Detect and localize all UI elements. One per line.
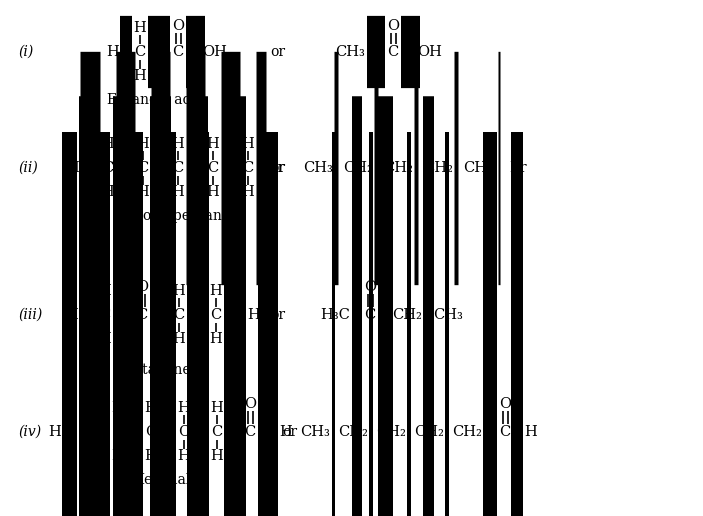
- Text: CH₂: CH₂: [452, 425, 482, 439]
- Text: H: H: [134, 69, 146, 83]
- Text: C: C: [499, 425, 510, 439]
- Text: OH: OH: [418, 45, 442, 59]
- Text: C: C: [245, 425, 256, 439]
- Text: OH: OH: [202, 45, 228, 59]
- Text: CH₂: CH₂: [463, 161, 493, 175]
- Text: H: H: [207, 185, 219, 199]
- Text: or: or: [283, 425, 297, 439]
- Text: C: C: [210, 308, 221, 322]
- Text: CH₂: CH₂: [423, 161, 453, 175]
- Text: H: H: [65, 308, 78, 322]
- Text: H: H: [209, 332, 222, 346]
- Text: H: H: [67, 161, 79, 175]
- Text: H: H: [247, 308, 260, 322]
- Text: H: H: [145, 401, 157, 415]
- Text: or: or: [271, 45, 285, 59]
- Text: Ethanoic acid: Ethanoic acid: [107, 93, 203, 107]
- Text: H: H: [211, 449, 224, 463]
- Text: O: O: [136, 280, 148, 294]
- Text: H₃C: H₃C: [320, 308, 350, 322]
- Text: CH₂: CH₂: [383, 161, 413, 175]
- Text: H: H: [524, 425, 537, 439]
- Text: C: C: [79, 425, 91, 439]
- Text: H: H: [107, 45, 120, 59]
- Text: C: C: [99, 308, 110, 322]
- Text: H: H: [173, 332, 186, 346]
- Text: H: H: [207, 137, 219, 151]
- Text: H: H: [98, 284, 111, 298]
- Text: H: H: [49, 425, 61, 439]
- Text: (iii): (iii): [18, 308, 42, 322]
- Text: C: C: [103, 161, 114, 175]
- Text: CH₃: CH₃: [433, 308, 463, 322]
- Text: H: H: [112, 401, 124, 415]
- Text: CH₂: CH₂: [343, 161, 373, 175]
- Text: C: C: [243, 161, 254, 175]
- Text: H: H: [178, 449, 191, 463]
- Text: C: C: [172, 45, 183, 59]
- Text: H: H: [209, 284, 222, 298]
- Text: H: H: [145, 449, 157, 463]
- Text: H: H: [98, 332, 111, 346]
- Text: CH₂: CH₂: [338, 425, 368, 439]
- Text: Hexanal: Hexanal: [132, 473, 191, 487]
- Text: (iv): (iv): [18, 425, 41, 439]
- Text: CH₂: CH₂: [392, 308, 422, 322]
- Text: or: or: [271, 308, 285, 322]
- Text: O: O: [364, 280, 376, 294]
- Text: H: H: [173, 284, 186, 298]
- Text: H: H: [136, 185, 149, 199]
- Text: C: C: [146, 425, 157, 439]
- Text: H: H: [79, 449, 91, 463]
- Text: H: H: [172, 185, 184, 199]
- Text: O: O: [172, 19, 184, 33]
- Text: C: C: [172, 161, 183, 175]
- Text: H: H: [242, 185, 254, 199]
- Text: CH₃: CH₃: [300, 425, 330, 439]
- Text: C: C: [207, 161, 219, 175]
- Text: CH₃: CH₃: [303, 161, 333, 175]
- Text: C: C: [112, 425, 124, 439]
- Text: H: H: [112, 449, 124, 463]
- Text: O: O: [244, 397, 256, 411]
- Text: H: H: [242, 137, 254, 151]
- Text: H: H: [102, 185, 115, 199]
- Text: C: C: [179, 425, 190, 439]
- Text: O: O: [387, 19, 399, 33]
- Text: O: O: [499, 397, 511, 411]
- Text: H: H: [211, 401, 224, 415]
- Text: H: H: [280, 425, 292, 439]
- Text: C: C: [387, 45, 399, 59]
- Text: C: C: [174, 308, 185, 322]
- Text: C: C: [137, 161, 148, 175]
- Text: CH₂: CH₂: [376, 425, 406, 439]
- Text: C: C: [134, 45, 146, 59]
- Text: (i): (i): [18, 45, 33, 59]
- Text: (ii): (ii): [18, 161, 38, 175]
- Text: Br: Br: [509, 161, 527, 175]
- Text: or: or: [271, 161, 285, 175]
- Text: Bromopentane: Bromopentane: [126, 209, 230, 223]
- Text: H: H: [136, 137, 149, 151]
- Text: CH₃: CH₃: [335, 45, 365, 59]
- Text: H: H: [79, 401, 91, 415]
- Text: CH₂: CH₂: [414, 425, 444, 439]
- Text: Br: Br: [267, 161, 285, 175]
- Text: H: H: [102, 137, 115, 151]
- Text: H: H: [172, 137, 184, 151]
- Text: C: C: [364, 308, 375, 322]
- Text: H: H: [178, 401, 191, 415]
- Text: Butanone: Butanone: [123, 363, 191, 377]
- Text: H: H: [134, 21, 146, 35]
- Text: C: C: [212, 425, 223, 439]
- Text: C: C: [136, 308, 148, 322]
